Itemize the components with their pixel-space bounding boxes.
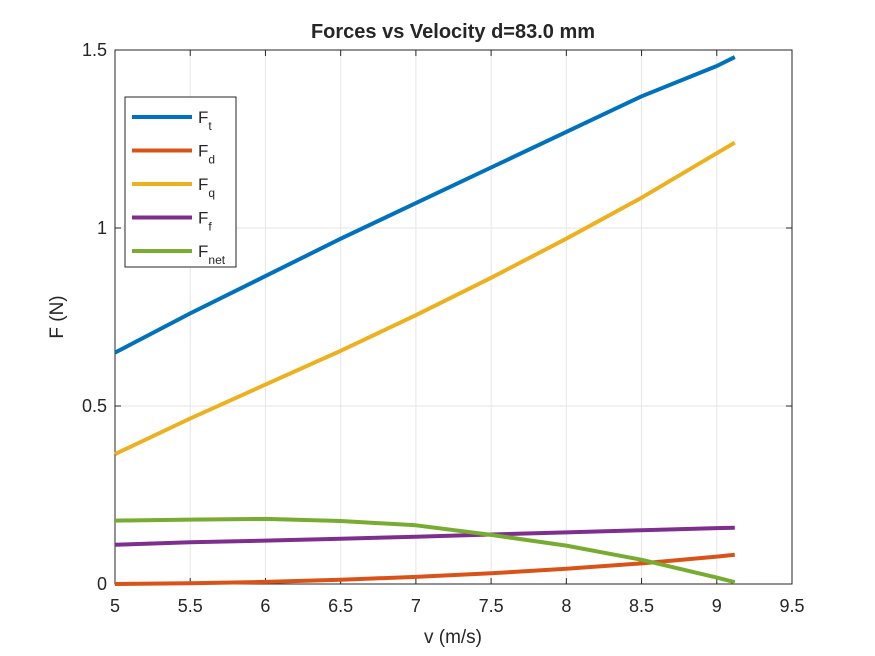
series-lines [114,55,736,586]
legend-label-t: Ft [198,108,212,133]
legend-label-main: F [198,242,208,261]
legend-label-main: F [198,142,208,161]
axis-ticks: 5 5.5 6 6.5 7 7.5 8 8.5 9 9.5 0 0.5 1 1.5 [82,40,805,616]
x-tick-label: 6.5 [328,596,353,616]
chart-title: Forces vs Velocity d=83.0 mm [311,21,595,43]
x-tick-label: 7 [411,596,421,616]
x-tick-label: 5 [110,596,120,616]
y-tick-label: 0.5 [82,396,107,416]
legend-label-subscript: d [208,153,215,167]
legend-label-subscript: t [208,119,212,133]
series-line-d [114,552,735,586]
plot-area [114,49,793,585]
legend-label-q: Fq [198,175,215,200]
legend-label-subscript: net [208,253,225,267]
x-axis-label: v (m/s) [424,627,482,648]
legend-label-subscript: f [208,220,212,234]
series-line-q [114,140,736,456]
x-tick-label: 9.5 [779,596,804,616]
legend-label-main: F [198,209,208,228]
legend-label-f: Ff [198,209,212,234]
series-line-t [114,55,736,355]
x-tick-label: 7.5 [479,596,504,616]
x-tick-label: 5.5 [178,596,203,616]
y-tick-label: 1 [97,218,107,238]
legend-label-subscript: q [208,186,215,200]
y-tick-label: 1.5 [82,40,107,60]
x-tick-label: 8.5 [629,596,654,616]
series-line-f [114,525,735,547]
x-tick-label: 6 [260,596,270,616]
legend-label-net: Fnet [198,242,226,267]
x-tick-label: 9 [712,596,722,616]
series-line-net [114,516,736,585]
legend-label-main: F [198,175,208,194]
legend-label-d: Fd [198,142,215,167]
legend-label-main: F [198,108,208,127]
y-tick-label: 0 [97,574,107,594]
x-tick-label: 8 [561,596,571,616]
y-axis-label: F (N) [47,295,68,338]
